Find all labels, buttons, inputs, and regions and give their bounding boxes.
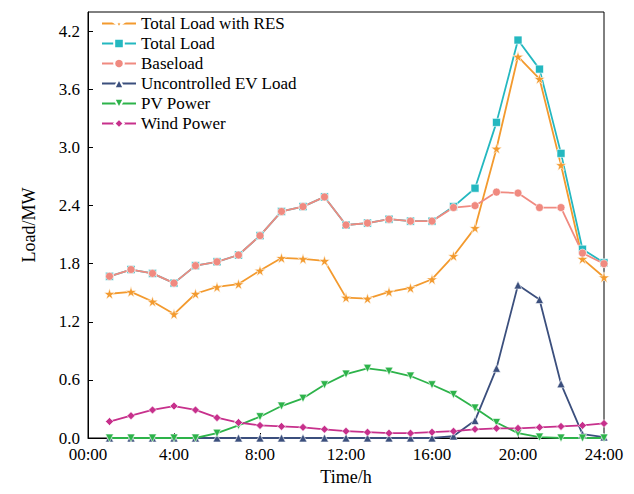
svg-text:12:00: 12:00 [327,445,366,464]
svg-text:2.4: 2.4 [59,196,81,215]
svg-text:Uncontrolled EV Load: Uncontrolled EV Load [141,74,297,93]
svg-text:4:00: 4:00 [159,445,189,464]
svg-text:8:00: 8:00 [245,445,275,464]
svg-text:PV Power: PV Power [141,94,210,113]
svg-text:20:00: 20:00 [499,445,538,464]
svg-text:16:00: 16:00 [413,445,452,464]
svg-text:3.0: 3.0 [59,138,80,157]
svg-text:0.0: 0.0 [58,428,80,448]
svg-text:Wind Power: Wind Power [141,114,226,133]
svg-text:4.2: 4.2 [59,22,80,41]
svg-text:Total Load with RES: Total Load with RES [141,14,285,33]
svg-text:3.6: 3.6 [59,80,80,99]
svg-text:Time/h: Time/h [320,467,371,487]
svg-text:Total Load: Total Load [141,34,215,53]
svg-text:Baseload: Baseload [141,54,204,73]
svg-text:1.2: 1.2 [59,312,80,331]
svg-text:Load/MW: Load/MW [19,188,39,263]
svg-text:1.8: 1.8 [59,254,80,273]
svg-text:00:00: 00:00 [69,445,108,464]
svg-text:24:00: 24:00 [585,445,624,464]
svg-text:0.6: 0.6 [59,370,80,389]
